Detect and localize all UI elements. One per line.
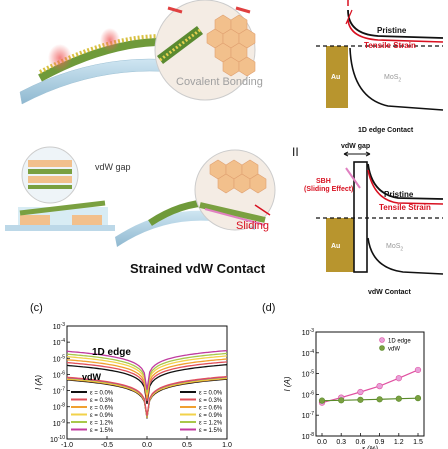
- roman-ii: II: [292, 145, 299, 159]
- vdw-curve-2: [66, 377, 228, 418]
- legend-right-label: ε = 0.9%: [199, 413, 223, 419]
- vdw-curve-5: [66, 375, 228, 416]
- strain-current-chart: 10-8 10-7 10-6 10-5 10-4 10-3 0.0 0.3 0.6 0.9 1.2 1…: [283, 328, 425, 449]
- panel-label-d: (d): [262, 302, 276, 314]
- iv-chart: 10-10 10-9 10-8 10-7 10-6 10-5 10-4 10-3 -1.0 -0.…: [34, 322, 232, 449]
- legend-marker: [379, 345, 385, 351]
- legend-left-label: ε = 1.2%: [90, 421, 114, 427]
- band2-mos2: MoS2: [386, 243, 404, 253]
- legend-right-label: ε = 0.6%: [199, 406, 223, 412]
- band1-au: Au: [331, 74, 341, 81]
- band2-caption: vdW Contact: [368, 289, 411, 296]
- band1-mos2: MoS2: [384, 74, 402, 84]
- y-tick-label: 10-5: [53, 354, 65, 363]
- vdw-illustration: vdW gap Sliding Strained vdW Contact: [0, 145, 285, 280]
- legend-label: 1D edge: [388, 339, 411, 345]
- edge-curve-2: [66, 358, 228, 399]
- vdw-curve-0: [66, 378, 228, 419]
- band2-sliding-effect: (Sliding Effect): [304, 186, 354, 193]
- point-1: [357, 396, 364, 403]
- band2-pristine: Pristine: [384, 190, 414, 199]
- annot-1d-edge: 1D edge: [92, 347, 131, 358]
- panel-label-c: (c): [30, 302, 43, 314]
- point-1: [414, 395, 422, 402]
- y-axis-label: I (A): [283, 376, 292, 391]
- band1-caption: 1D edge Contact: [358, 127, 414, 134]
- legend-right-label: ε = 1.5%: [199, 428, 223, 434]
- band-diagram-vdw: II vdW gap SBH (Sliding Effect) Pristine…: [288, 140, 448, 300]
- fit-line-1: [321, 397, 419, 402]
- legend-marker: [379, 337, 385, 343]
- point-0: [414, 366, 422, 374]
- plot-frame: [315, 331, 425, 437]
- point-1: [318, 397, 326, 404]
- point-0: [395, 375, 402, 382]
- x-tick-label: 0.0: [142, 442, 152, 449]
- edge-curve-4: [66, 352, 228, 393]
- legend-left-label: ε = 0.9%: [90, 413, 114, 419]
- edge-curve-3: [66, 355, 228, 396]
- annot-vdw: vdW: [82, 372, 102, 382]
- band2-sbh: SBH: [316, 178, 331, 185]
- y-tick-label: 10-7: [53, 387, 65, 396]
- legend-left-label: ε = 0.6%: [90, 406, 114, 412]
- y-tick-label: 10-6: [53, 370, 65, 379]
- fit-line-0: [321, 369, 419, 404]
- y-tick-label: 10-9: [53, 419, 65, 428]
- y-axis-label: I (A): [34, 375, 43, 390]
- band2-tensile: Tensile Strain: [379, 203, 431, 212]
- y-tick-label: 10-4: [53, 338, 65, 347]
- y-tick-label: 10-4: [302, 349, 314, 358]
- band-diagram-1d-edge: Pristine Tensile Strain Au MoS2 1D edge …: [288, 0, 448, 140]
- y-tick-label: 10-10: [50, 435, 65, 444]
- y-tick-label: 10-7: [302, 411, 314, 420]
- legend-right-label: ε = 0.3%: [199, 398, 223, 404]
- x-tick-label: 0.0: [317, 439, 327, 446]
- edge-curve-0: [66, 364, 228, 405]
- edge-curve-1: [66, 361, 228, 402]
- y-tick-label: 10-3: [302, 328, 314, 337]
- y-tick-label: 10-6: [302, 390, 314, 399]
- edge-curve-5: [66, 349, 228, 390]
- band2-vdw-gap: vdW gap: [341, 143, 371, 150]
- x-tick-label: 0.3: [336, 439, 346, 446]
- covalent-illustration: Covalent Bonding: [0, 0, 285, 140]
- x-tick-label: -0.5: [101, 442, 113, 449]
- x-tick-label: 0.5: [182, 442, 192, 449]
- y-tick-label: 10-3: [53, 322, 65, 331]
- point-1: [376, 396, 383, 403]
- point-1: [338, 397, 345, 404]
- legend-left-label: ε = 0.3%: [90, 398, 114, 404]
- band1-pristine: Pristine: [377, 26, 407, 35]
- y-tick-label: 10-8: [53, 403, 65, 412]
- point-0: [357, 388, 364, 396]
- y-tick-label: 10-5: [302, 370, 314, 379]
- sliding-label: Sliding: [236, 220, 270, 232]
- vdw-curve-1: [66, 378, 228, 418]
- y-tick-label: 10-8: [302, 432, 314, 441]
- band2-au: Au: [331, 243, 341, 250]
- x-axis-label: ε (%): [362, 446, 378, 449]
- point-0: [376, 383, 383, 390]
- x-tick-label: 1.2: [394, 439, 404, 446]
- x-tick-label: 1.0: [222, 442, 232, 449]
- point-1: [395, 395, 402, 402]
- vdw-gap-label: vdW gap: [95, 162, 131, 172]
- legend-left-label: ε = 0.0%: [90, 391, 114, 397]
- x-tick-label: 1.5: [413, 439, 423, 446]
- x-tick-label: -1.0: [61, 442, 73, 449]
- x-tick-label: 0.9: [375, 439, 385, 446]
- legend-label: vdW: [388, 347, 400, 353]
- x-tick-label: 0.6: [356, 439, 366, 446]
- band1-tensile: Tensile Strain: [364, 41, 416, 50]
- legend-right-label: ε = 1.2%: [199, 421, 223, 427]
- legend-left-label: ε = 1.5%: [90, 428, 114, 434]
- legend-right-label: ε = 0.0%: [199, 391, 223, 397]
- strained-vdw-title: Strained vdW Contact: [130, 261, 266, 276]
- covalent-bonding-label: Covalent Bonding: [176, 76, 263, 88]
